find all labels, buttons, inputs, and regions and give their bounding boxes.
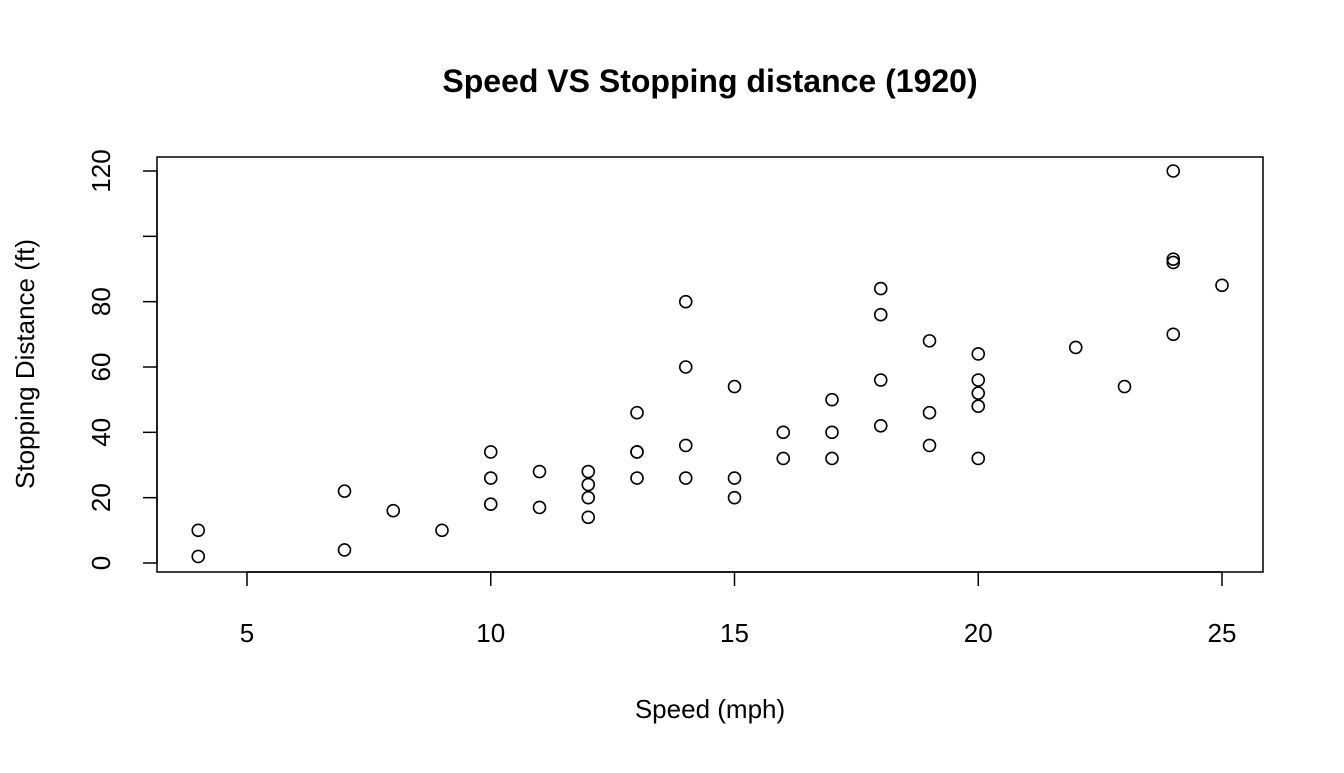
data-point [922,334,937,348]
data-point [727,471,742,485]
data-point [825,392,839,407]
x-axis: 5 10 15 20 25 [240,571,1237,648]
y-tick-label: 40 [86,418,116,447]
data-point [386,503,401,518]
x-tick-label: 10 [476,618,505,648]
data-point [581,477,596,492]
data-point [971,451,986,466]
data-point [678,294,693,309]
plot-frame [156,156,1264,573]
data-point [873,307,888,322]
data-point [581,464,596,479]
x-tick-label: 25 [1208,618,1237,648]
y-tick-label: 80 [86,287,116,316]
y-tick-label: 120 [86,149,116,192]
data-point [971,386,986,400]
data-point [1117,379,1132,394]
x-tick-label: 15 [720,618,749,648]
data-point [727,490,742,505]
data-point [971,373,986,387]
y-tick-label: 20 [86,483,116,512]
data-point [922,438,937,453]
data-point [1068,340,1083,355]
data-point [678,471,693,485]
data-point [532,464,547,479]
y-axis-label: Stopping Distance (ft) [10,239,40,489]
data-point [1215,278,1229,293]
data-point [1166,255,1181,270]
data-point [483,497,498,512]
data-point [873,373,888,387]
data-point [1166,327,1181,342]
data-point [630,445,644,459]
data-point [825,425,839,440]
data-point [483,445,498,459]
x-tick-label: 5 [240,618,254,648]
data-point [922,405,937,420]
data-point [630,405,644,420]
data-point [971,347,986,361]
data-point [825,451,839,466]
data-point [191,523,206,538]
y-tick-label: 60 [86,353,116,382]
x-axis-label: Speed (mph) [635,694,785,724]
data-point [435,523,449,538]
data-point [337,543,352,557]
data-point [1166,252,1181,267]
data-point [1166,164,1181,178]
y-tick-label: 0 [86,556,116,570]
data-point [581,490,596,505]
data-point [776,451,791,466]
data-point [971,399,986,414]
data-point [727,379,742,394]
data-point [581,510,596,525]
data-point [873,281,888,296]
data-points [191,164,1229,564]
data-point [873,418,888,433]
data-point [678,438,693,453]
data-point [191,549,206,564]
y-axis: 0 20 40 60 80 120 [86,149,158,570]
data-point [483,471,498,485]
chart-title: Speed VS Stopping distance (1920) [442,63,977,99]
x-tick-label: 20 [964,618,993,648]
data-point [776,425,791,440]
data-point [630,471,644,485]
data-point [337,484,352,498]
data-point [678,360,693,374]
data-point [532,500,547,515]
